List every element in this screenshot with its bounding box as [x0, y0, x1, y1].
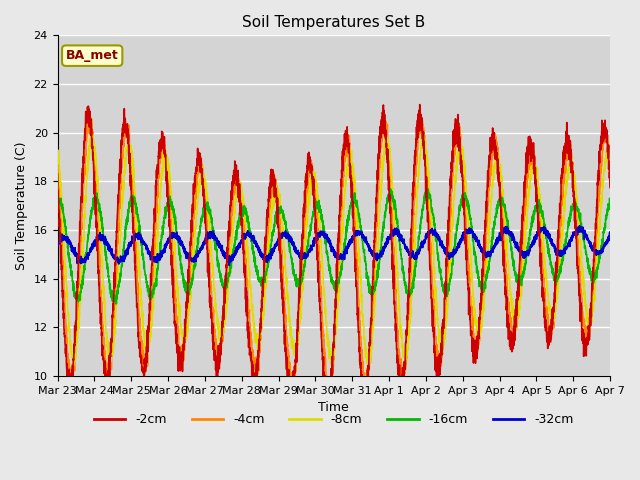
X-axis label: Time: Time	[319, 401, 349, 414]
Legend: -2cm, -4cm, -8cm, -16cm, -32cm: -2cm, -4cm, -8cm, -16cm, -32cm	[89, 408, 579, 431]
Text: BA_met: BA_met	[66, 49, 118, 62]
Title: Soil Temperatures Set B: Soil Temperatures Set B	[242, 15, 426, 30]
Y-axis label: Soil Temperature (C): Soil Temperature (C)	[15, 142, 28, 270]
